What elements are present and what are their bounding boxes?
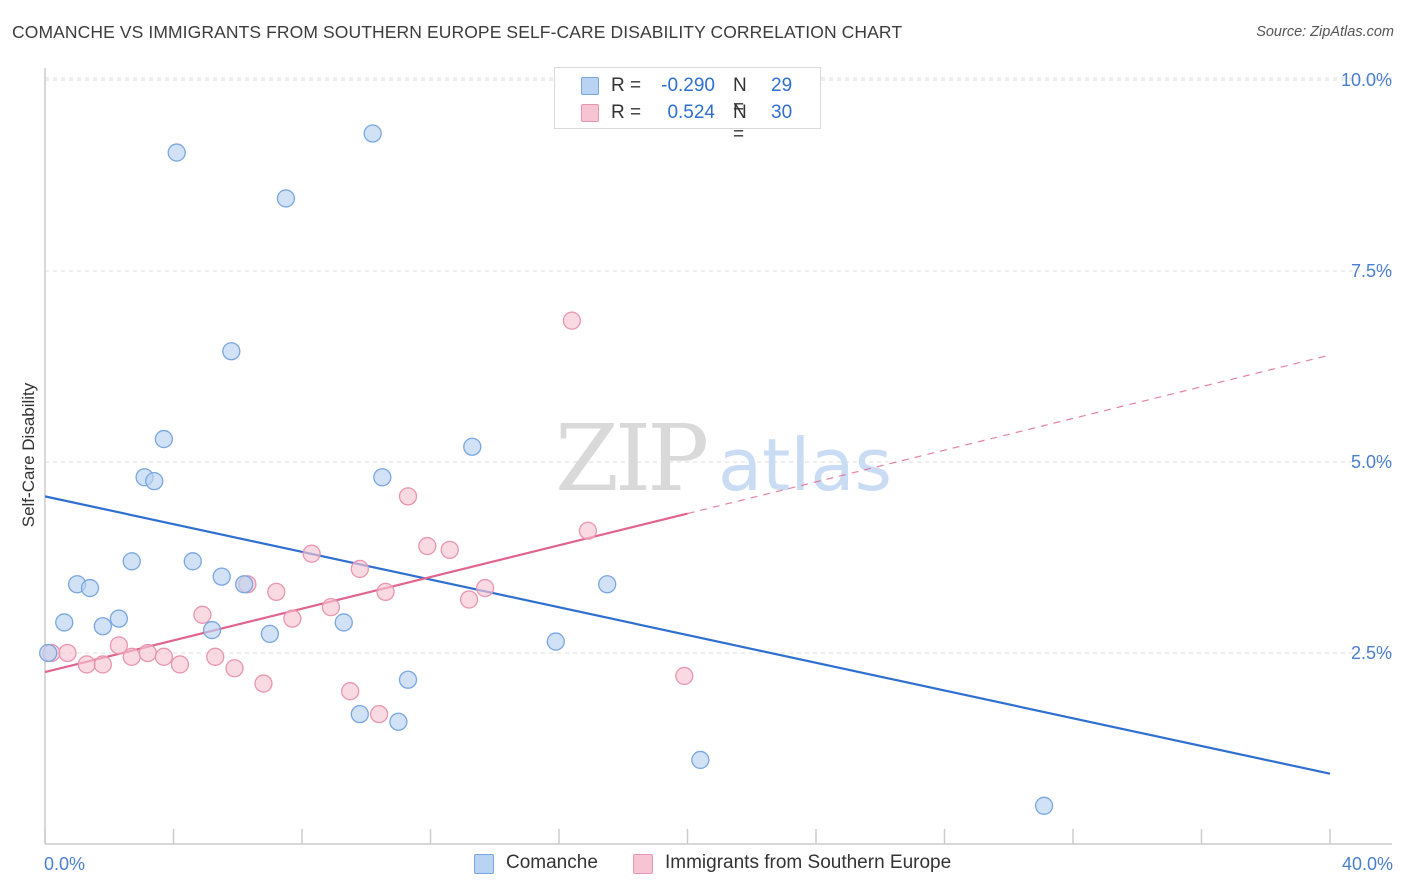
trend-line-comanche [44, 495, 1331, 775]
bottom-legend-swatch-pink [633, 854, 653, 874]
bottom-legend-label: Comanche [506, 852, 598, 873]
x-tick-label: 0.0% [44, 854, 85, 874]
point-comanche [363, 124, 382, 143]
legend-r-value: -0.290 [661, 75, 715, 96]
point-comanche [691, 750, 710, 770]
watermark-atlas: atlas [718, 423, 892, 507]
legend-n-value: 29 [771, 75, 793, 96]
point-immigrants [578, 521, 598, 540]
legend-box: R = -0.290 N = 29 R = 0.524 N = 30 [554, 67, 821, 145]
point-immigrants [154, 647, 174, 666]
point-immigrants [138, 643, 157, 663]
point-immigrants [475, 578, 495, 598]
point-immigrants [254, 674, 273, 693]
point-immigrants [206, 647, 225, 666]
source-label: Source: ZipAtlas.com [1256, 24, 1394, 40]
point-comanche [598, 575, 617, 594]
point-immigrants [93, 655, 112, 674]
point-comanche [154, 429, 174, 449]
point-immigrants [267, 582, 286, 602]
chart-title: COMANCHE VS IMMIGRANTS FROM SOUTHERN EUR… [12, 22, 903, 42]
point-immigrants [398, 487, 418, 506]
point-immigrants [440, 540, 459, 560]
y-tick-label: 10.0% [1341, 70, 1392, 90]
point-comanche [1034, 796, 1054, 815]
grid-lines [45, 77, 1392, 654]
point-comanche [80, 578, 100, 598]
point-comanche [202, 620, 222, 640]
point-immigrants [58, 643, 77, 663]
y-tick-label: 7.5% [1351, 261, 1392, 281]
data-points [39, 124, 1054, 815]
point-comanche [350, 704, 369, 724]
point-immigrants [225, 659, 244, 678]
axes [44, 68, 1392, 845]
watermark-zip: ZIP [555, 405, 706, 512]
y-axis-label: Self-Care Disability [19, 382, 38, 527]
y-tick-label: 2.5% [1351, 643, 1392, 663]
legend-swatch-blue [581, 77, 599, 95]
point-immigrants [562, 311, 581, 330]
legend-n-value: 30 [771, 102, 793, 123]
point-immigrants [321, 598, 341, 617]
point-comanche [389, 712, 408, 731]
point-comanche [183, 552, 202, 571]
y-tick-label: 5.0% [1351, 452, 1392, 472]
point-immigrants [302, 544, 321, 563]
point-comanche [398, 670, 418, 689]
bottom-legend-swatch-blue [474, 854, 494, 874]
point-comanche [167, 143, 186, 162]
point-comanche [260, 624, 280, 644]
legend-n-label: N = [733, 102, 747, 145]
point-comanche [463, 437, 482, 456]
point-comanche [145, 471, 164, 491]
legend-r-label: R = [611, 75, 642, 96]
point-comanche [235, 575, 254, 594]
point-immigrants [283, 609, 302, 628]
point-immigrants [122, 647, 141, 666]
point-immigrants [459, 590, 479, 609]
point-immigrants [77, 655, 96, 674]
point-comanche [373, 468, 392, 487]
point-comanche [276, 189, 296, 208]
bottom-legend-label: Immigrants from Southern Europe [665, 852, 952, 873]
point-immigrants [376, 582, 395, 602]
point-comanche [39, 643, 58, 663]
point-comanche [93, 617, 112, 636]
point-comanche [222, 342, 241, 361]
point-comanche [334, 613, 353, 632]
point-immigrants [109, 636, 129, 655]
point-immigrants [418, 536, 437, 556]
point-immigrants [675, 666, 694, 686]
legend-r-label: R = [611, 102, 642, 123]
point-comanche [109, 609, 129, 628]
point-immigrants [350, 559, 369, 579]
point-immigrants [369, 704, 389, 724]
watermark: ZIP atlas [555, 405, 892, 512]
point-comanche [212, 567, 231, 586]
point-immigrants [170, 655, 190, 674]
trend-line-extension [687, 354, 1331, 515]
point-comanche [122, 552, 141, 571]
tick-labels: 2.5% 5.0% 7.5% 10.0% 0.0% 40.0% [44, 70, 1393, 874]
legend-n-label: N = [733, 75, 747, 118]
point-immigrants [341, 682, 360, 701]
legend-r-value: 0.524 [667, 102, 715, 123]
point-comanche [546, 632, 565, 651]
point-comanche [55, 613, 74, 632]
legend-swatch-pink [581, 104, 599, 122]
x-tick-label: 40.0% [1342, 854, 1393, 874]
point-immigrants [193, 605, 212, 624]
